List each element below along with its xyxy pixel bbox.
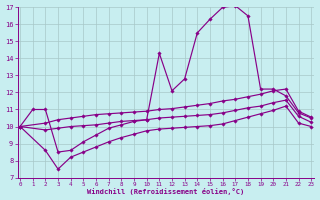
X-axis label: Windchill (Refroidissement éolien,°C): Windchill (Refroidissement éolien,°C) — [87, 188, 244, 195]
